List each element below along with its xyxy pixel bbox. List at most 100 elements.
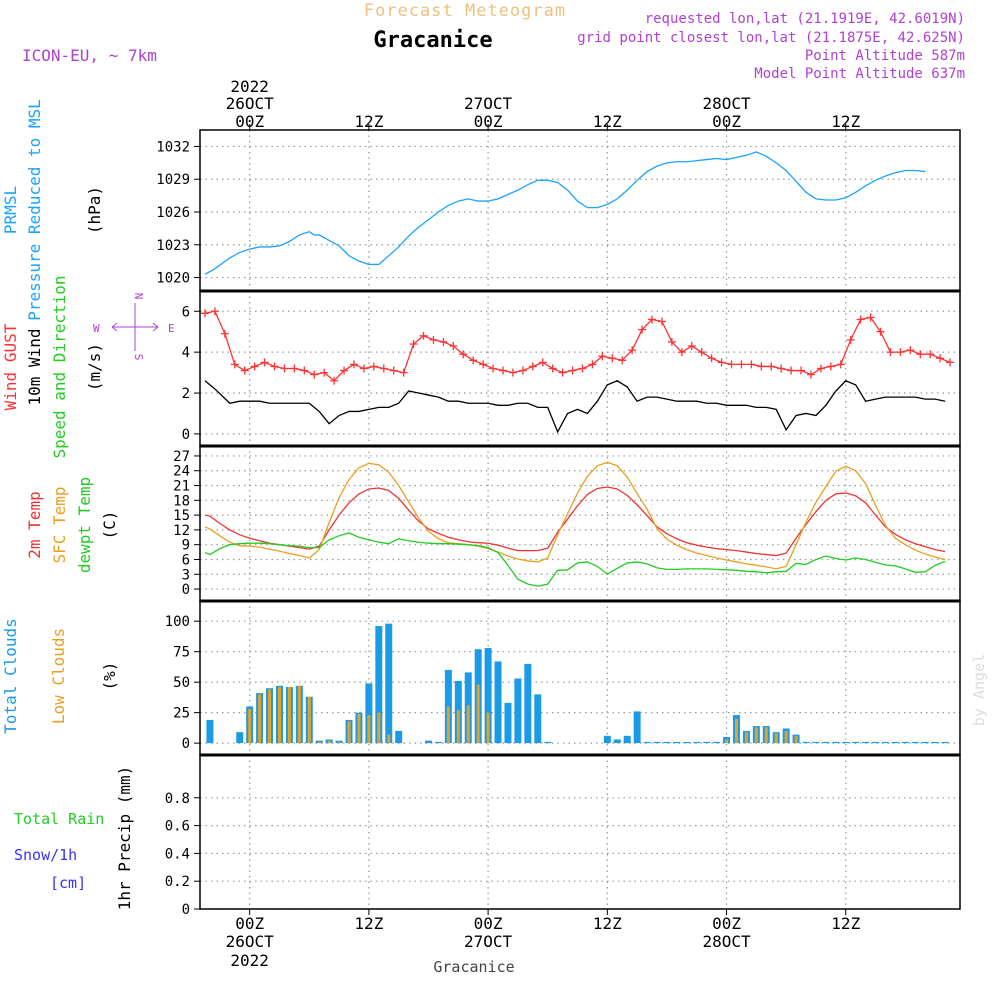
axis-label: 2m Temp xyxy=(25,491,44,558)
ytick-label: 100 xyxy=(165,614,190,630)
temp-series-1 xyxy=(204,461,946,570)
ytick-label: 1023 xyxy=(156,238,190,254)
gust-marker xyxy=(747,360,756,369)
ytick-label: 0 xyxy=(182,582,190,598)
low-cloud-bar xyxy=(446,706,450,744)
total-cloud-bar xyxy=(921,741,929,744)
gust-marker xyxy=(946,358,955,367)
total-cloud-bar xyxy=(911,741,919,744)
ytick-label: 24 xyxy=(173,464,190,480)
gust-marker xyxy=(648,315,657,324)
axis-label: (m/s) xyxy=(85,343,104,391)
wind-series-1 xyxy=(204,379,946,434)
gust-marker xyxy=(230,360,239,369)
ytick-label: 4 xyxy=(182,345,190,361)
total-cloud-bar xyxy=(484,648,492,744)
gust-marker xyxy=(588,360,597,369)
low-cloud-bar xyxy=(754,727,758,744)
ytick-label: 50 xyxy=(173,675,190,691)
axis-label: PRMSL xyxy=(1,186,20,234)
gust-marker xyxy=(836,360,845,369)
total-cloud-bar xyxy=(872,741,880,744)
low-cloud-bar xyxy=(476,684,480,744)
xtick-label-bottom: 12Z xyxy=(593,914,622,933)
gust-marker xyxy=(578,364,587,373)
ytick-label: 9 xyxy=(182,538,190,554)
ytick-label: 12 xyxy=(173,523,190,539)
ytick-label: 75 xyxy=(173,645,190,661)
xtick-label-top: 27OCT xyxy=(464,94,513,113)
gust-marker xyxy=(250,362,259,371)
gust-marker xyxy=(280,364,289,373)
watermark: by Angel xyxy=(970,654,988,726)
ytick-label: 0.6 xyxy=(165,819,190,835)
low-cloud-bar xyxy=(784,730,788,744)
xtick-label-bottom: 12Z xyxy=(354,914,383,933)
gust-marker xyxy=(379,364,388,373)
point-altitude: Point Altitude 587m xyxy=(805,48,965,64)
total-cloud-bar xyxy=(881,741,889,744)
gust-marker xyxy=(816,364,825,373)
gust-marker xyxy=(926,350,935,359)
total-cloud-bar xyxy=(931,741,939,744)
gust-marker xyxy=(727,360,736,369)
ytick-label: 0 xyxy=(182,902,190,918)
total-cloud-bar xyxy=(206,719,214,744)
gust-marker xyxy=(618,356,627,365)
gust-marker xyxy=(419,331,428,340)
low-cloud-bar xyxy=(774,733,778,744)
low-cloud-bar xyxy=(307,696,311,744)
compass-south: S xyxy=(132,354,145,361)
ytick-label: 0.2 xyxy=(165,874,190,890)
total-cloud-bar xyxy=(544,741,552,744)
total-cloud-bar xyxy=(683,741,691,744)
xtick-label-top: 2022 xyxy=(230,77,269,96)
gust-marker xyxy=(896,348,905,357)
total-cloud-bar xyxy=(236,732,244,744)
total-cloud-bar xyxy=(703,741,711,744)
total-cloud-bar xyxy=(653,741,661,744)
total-cloud-bar xyxy=(603,735,611,744)
low-cloud-bar xyxy=(297,685,301,744)
gust-marker xyxy=(677,348,686,357)
low-cloud-bar xyxy=(347,721,351,744)
gust-marker xyxy=(757,362,766,371)
model-altitude: Model Point Altitude 637m xyxy=(754,66,965,82)
temp-line xyxy=(204,461,946,570)
low-cloud-bar xyxy=(377,712,381,744)
axis-label: Wind GUST xyxy=(1,323,20,410)
gust-marker xyxy=(638,325,647,334)
low-cloud-bar xyxy=(725,739,729,744)
precip-legend-label: Snow/1h xyxy=(14,846,77,864)
gust-marker xyxy=(608,354,617,363)
total-cloud-bar xyxy=(822,741,830,744)
low-cloud-bar xyxy=(327,740,331,744)
footer-location: Gracanice xyxy=(433,958,514,976)
ytick-label: 25 xyxy=(173,706,190,722)
low-cloud-bar xyxy=(248,708,252,744)
total-cloud-bar xyxy=(425,740,432,744)
temp-line xyxy=(204,532,946,587)
low-cloud-bar xyxy=(456,710,460,744)
xtick-label-top: 26OCT xyxy=(226,94,275,113)
gust-marker xyxy=(737,360,746,369)
gust-marker xyxy=(240,366,249,375)
gust-marker xyxy=(936,354,945,363)
wind-line xyxy=(204,379,946,434)
wind-line xyxy=(204,310,951,382)
precip-legend-label: [cm] xyxy=(50,874,86,892)
gust-marker xyxy=(220,329,229,338)
low-cloud-bar xyxy=(317,741,321,744)
total-cloud-bar xyxy=(514,678,522,744)
total-cloud-bar xyxy=(613,739,621,744)
gust-marker xyxy=(777,364,786,373)
total-cloud-bar xyxy=(534,694,542,744)
total-cloud-bar xyxy=(812,741,820,744)
ytick-label: 0.4 xyxy=(165,846,190,862)
total-cloud-bar xyxy=(375,626,383,744)
pressure-line xyxy=(204,151,926,275)
total-cloud-bar xyxy=(832,741,840,744)
gust-marker xyxy=(528,362,537,371)
low-cloud-bar xyxy=(287,687,291,744)
total-cloud-bar xyxy=(494,661,502,744)
